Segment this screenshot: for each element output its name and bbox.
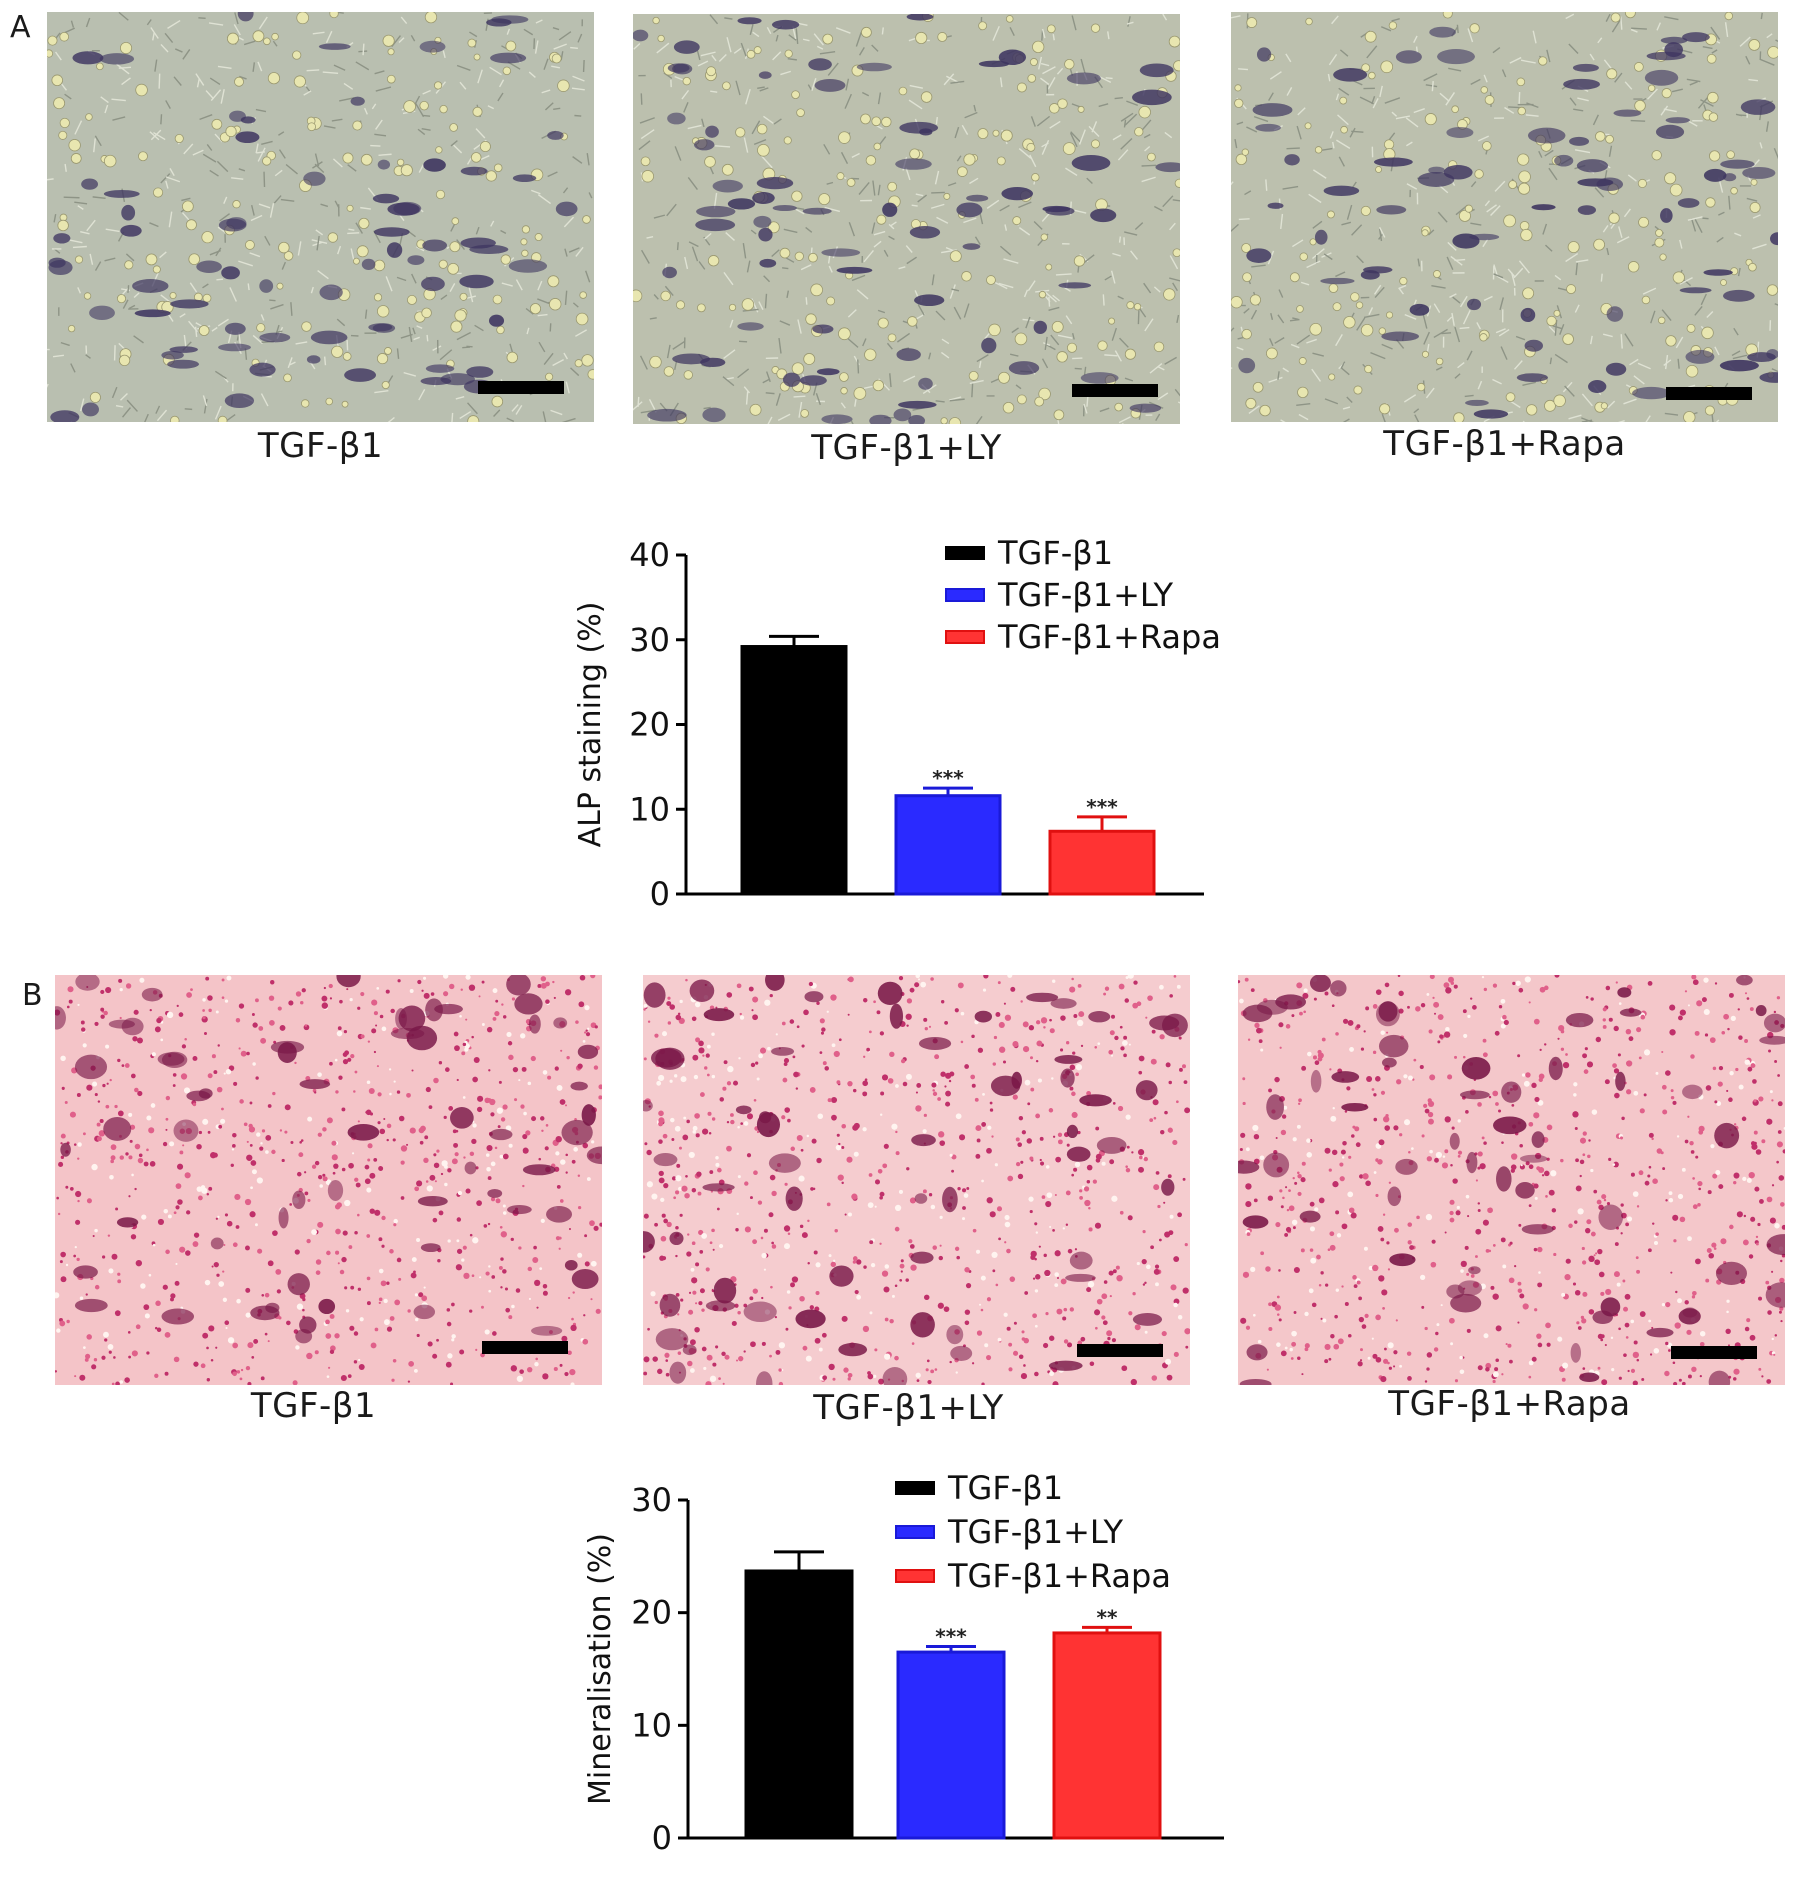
bar [896,1650,1006,1840]
y-tick-label: 0 [652,1819,672,1857]
legend-swatch [895,1481,935,1495]
alp-micrograph-image [47,12,594,422]
caption-b-3: TGF-β1+Rapa [1388,1384,1631,1424]
mineral-micrograph-image [1238,975,1785,1385]
scale-bar [1077,1344,1163,1357]
significance-label: *** [932,766,964,790]
y-tick-label: 0 [650,875,670,910]
bar [744,1569,854,1840]
legend-label: TGF-β1+LY [997,576,1173,614]
bar [894,794,1002,896]
bar [1052,1631,1162,1840]
legend-swatch [945,630,985,644]
significance-label: *** [1086,795,1118,819]
alp-micrograph-image [633,14,1180,424]
legend-swatch [895,1525,935,1539]
legend-label: TGF-β1+Rapa [997,618,1221,656]
mineral-micrograph-tgfb1-ly [643,975,1190,1385]
mineral-micrograph-tgfb1-rapa [1238,975,1785,1385]
caption-a-1: TGF-β1 [257,426,384,466]
y-tick-label: 20 [631,1594,672,1632]
bar [740,645,848,896]
alp-micrograph-tgfb1 [47,12,594,422]
mineral-micrograph-tgfb1 [55,975,602,1385]
caption-a-2: TGF-β1+LY [811,428,1002,468]
scale-bar [478,381,564,394]
caption-b-1: TGF-β1 [250,1386,377,1426]
alp-bar-chart: 0 10 20 30 40 ALP staining (%) *** *** TGF-β1 TGF… [573,534,1221,910]
alp-micrograph-tgfb1-ly [633,14,1180,424]
legend-swatch [895,1569,935,1583]
legend-label: TGF-β1+Rapa [947,1557,1171,1595]
legend-label: TGF-β1+LY [947,1513,1123,1551]
significance-label: *** [935,1624,967,1648]
y-axis-label: ALP staining (%) [573,602,608,848]
y-tick-label: 20 [629,706,670,744]
caption-b-2: TGF-β1+LY [813,1388,1004,1428]
bar [1048,829,1156,896]
legend-label: TGF-β1 [997,534,1113,572]
scale-bar [1072,384,1158,397]
y-tick-label: 30 [629,621,670,659]
scale-bar [482,1341,568,1354]
y-tick-label: 40 [629,536,670,574]
alp-micrograph-image [1231,12,1778,422]
mineral-micrograph-image [55,975,602,1385]
panel-a-label: A [10,10,31,45]
legend-swatch [945,588,985,602]
y-tick-label: 10 [629,790,670,828]
y-axis-label: Mineralisation (%) [583,1533,618,1805]
scale-bar [1671,1346,1757,1359]
legend-label: TGF-β1 [947,1470,1063,1507]
y-tick-label: 10 [631,1706,672,1744]
mineral-micrograph-image [643,975,1190,1385]
panel-b-label: B [22,978,43,1013]
caption-a-3: TGF-β1+Rapa [1383,424,1626,464]
significance-label: ** [1097,1605,1118,1629]
alp-micrograph-tgfb1-rapa [1231,12,1778,422]
legend-swatch [945,546,985,560]
scale-bar [1666,387,1752,400]
y-tick-label: 30 [631,1481,672,1519]
